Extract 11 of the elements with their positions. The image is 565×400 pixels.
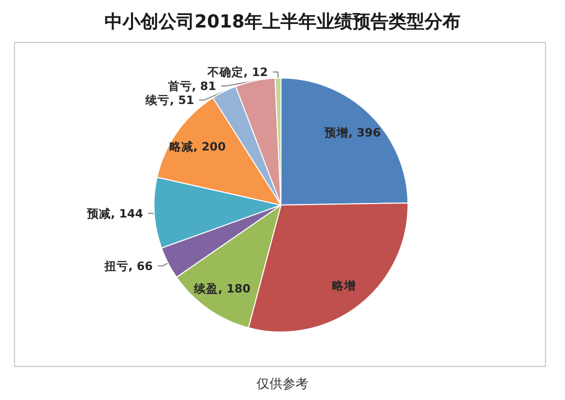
slice-label: 略减, 200 [169,139,226,154]
slice-label: 预增, 396 [323,125,381,140]
slice-label: 续亏, 51 [144,93,194,108]
slice-label: 续盈, 180 [193,282,251,296]
slice-label: 预减, 144 [86,206,144,220]
slice-label: 略增 [332,278,356,292]
slice-label: 不确定, 12 [206,65,268,80]
chart-title: 中小创公司2018年上半年业绩预告类型分布 [104,12,461,32]
text: 仅供参考 [256,377,308,392]
slice-label: 扭亏, 66 [103,258,153,273]
slice-label: 首亏, 81 [166,79,216,94]
